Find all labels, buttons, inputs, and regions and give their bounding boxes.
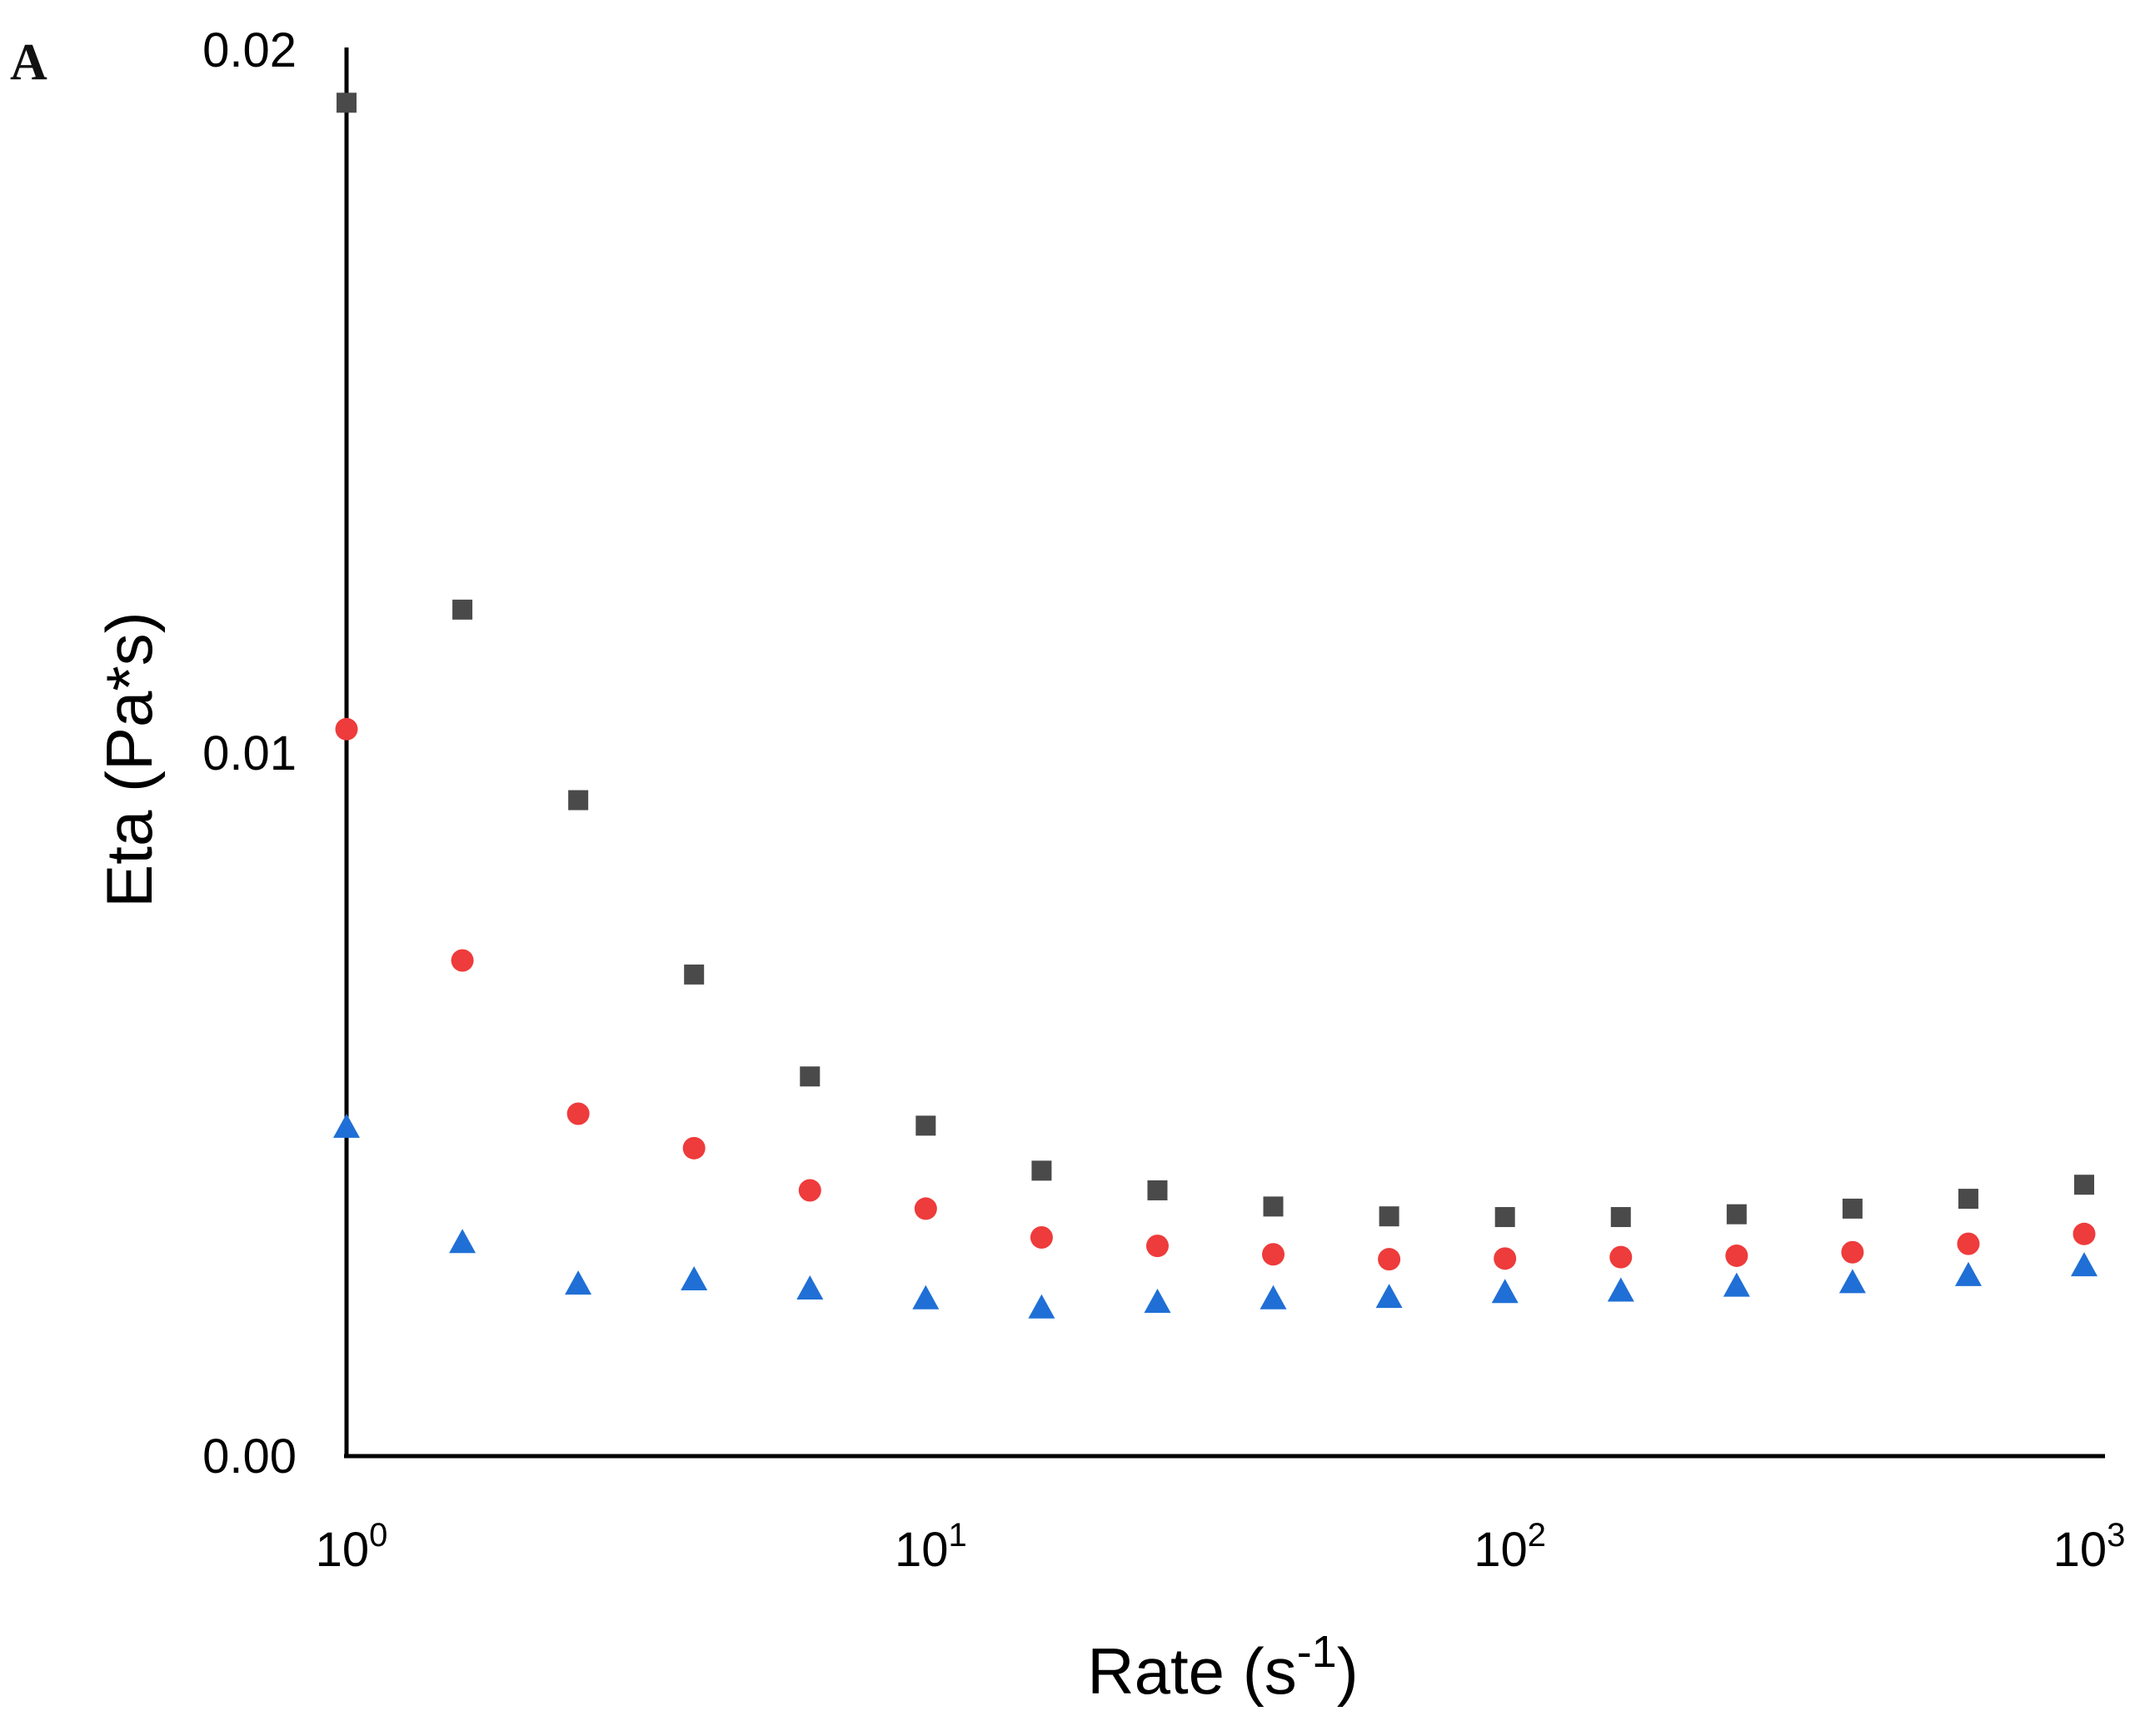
series-triangle [333, 1113, 2098, 1319]
x-axis-title: Rate (s-1) [1087, 1627, 1358, 1708]
data-point-square [1958, 1189, 1978, 1210]
data-point-triangle [912, 1285, 940, 1309]
x-tick-exponent: 2 [1528, 1517, 1546, 1554]
x-tick-base: 10 [895, 1523, 949, 1577]
data-point-triangle [1375, 1284, 1403, 1309]
data-point-square [915, 1115, 936, 1136]
data-point-triangle [1144, 1289, 1171, 1313]
data-point-square [800, 1066, 821, 1087]
data-point-circle [1030, 1226, 1053, 1250]
data-point-circle [798, 1179, 821, 1202]
data-point-square [452, 599, 473, 620]
data-point-circle [451, 949, 474, 972]
data-point-circle [1609, 1245, 1633, 1269]
x-tick-label: 100 [316, 1517, 388, 1577]
x-axis-title-superscript: -1 [1297, 1627, 1337, 1677]
data-point-triangle [681, 1266, 708, 1290]
data-point-square [684, 964, 705, 985]
data-point-square [1379, 1206, 1399, 1227]
data-point-circle [1378, 1248, 1401, 1271]
data-point-triangle [333, 1113, 360, 1138]
x-tick-labels: 100 101 102 103 [316, 1517, 2126, 1577]
x-tick-label: 101 [895, 1517, 967, 1577]
data-point-triangle [1723, 1272, 1750, 1297]
data-point-circle [682, 1136, 706, 1160]
data-point-circle [1494, 1247, 1517, 1270]
data-point-square [1147, 1180, 1168, 1200]
data-point-circle [1262, 1243, 1285, 1266]
data-point-square [1610, 1207, 1631, 1228]
data-point-square [1263, 1196, 1284, 1217]
data-point-triangle [796, 1275, 824, 1300]
data-point-square [568, 790, 589, 811]
data-point-triangle [1260, 1285, 1287, 1309]
data-point-circle [914, 1197, 937, 1220]
x-axis-title-main: Rate (s [1087, 1634, 1296, 1708]
x-tick-exponent: 3 [2107, 1517, 2125, 1554]
series-circle [335, 717, 2096, 1271]
data-point-circle [566, 1102, 590, 1125]
x-tick-label: 102 [1474, 1517, 1546, 1577]
data-point-square [1726, 1204, 1747, 1225]
x-tick-exponent: 0 [369, 1517, 387, 1554]
data-point-square [1842, 1198, 1863, 1219]
data-point-triangle [1491, 1279, 1519, 1304]
data-point-circle [2073, 1222, 2096, 1245]
data-point-square [337, 92, 357, 113]
data-point-triangle [449, 1229, 476, 1254]
y-tick-labels: 0.00 0.01 0.02 [202, 23, 297, 1484]
data-point-triangle [1607, 1277, 1634, 1302]
data-point-triangle [1955, 1261, 1982, 1286]
data-point-circle [335, 717, 358, 741]
data-point-circle [1725, 1244, 1748, 1267]
x-tick-base: 10 [1474, 1523, 1528, 1577]
data-point-triangle [565, 1270, 592, 1295]
x-tick-exponent: 1 [948, 1517, 966, 1554]
data-point-triangle [2071, 1252, 2098, 1277]
data-point-triangle [1028, 1294, 1055, 1319]
y-tick-label: 0.02 [202, 23, 297, 77]
y-axis-title: Eta (Pa*s) [92, 611, 166, 907]
y-tick-label: 0.01 [202, 726, 297, 781]
x-tick-base: 10 [316, 1523, 370, 1577]
x-tick-label: 103 [2053, 1517, 2126, 1577]
y-tick-label: 0.00 [202, 1429, 297, 1484]
panel-label: A [10, 34, 47, 91]
data-point-square [1494, 1207, 1515, 1228]
data-point-circle [1841, 1240, 1864, 1264]
series-square [337, 92, 2094, 1228]
x-tick-base: 10 [2053, 1523, 2108, 1577]
data-point-square [1031, 1160, 1052, 1181]
data-series [333, 92, 2098, 1319]
data-point-triangle [1838, 1269, 1866, 1294]
data-point-square [2074, 1175, 2094, 1195]
x-axis-title-end: ) [1337, 1634, 1359, 1708]
data-point-circle [1957, 1232, 1980, 1255]
data-point-circle [1145, 1235, 1169, 1258]
